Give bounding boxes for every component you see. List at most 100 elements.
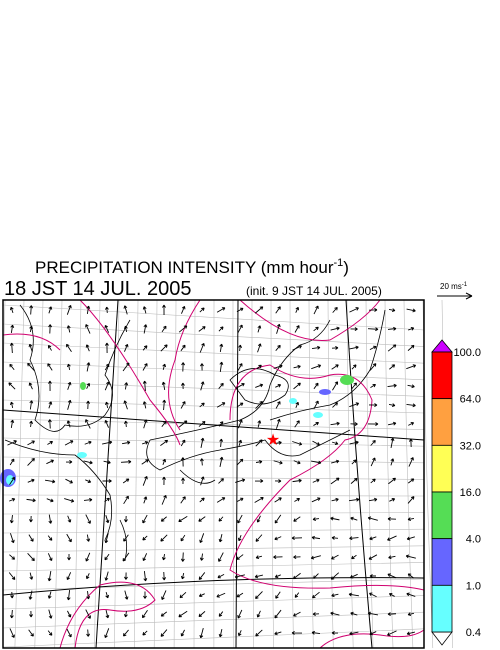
wind-arrow — [181, 382, 185, 390]
wind-vectors — [7, 304, 417, 639]
title-close: ) — [343, 258, 349, 277]
wind-arrow — [9, 628, 15, 638]
wind-arrow — [273, 460, 283, 465]
wind-arrow — [85, 552, 91, 562]
wind-arrow — [180, 534, 186, 542]
title-exponent: -1 — [333, 257, 343, 269]
wind-arrow — [160, 611, 168, 617]
wind-arrow — [236, 592, 244, 598]
grid-line — [2, 494, 425, 497]
wind-arrow — [351, 382, 357, 390]
wind-arrow — [312, 517, 320, 522]
wind-arrow — [293, 460, 301, 465]
wind-arrow — [47, 441, 53, 445]
wind-arrow — [331, 631, 339, 635]
wind-arrow — [369, 536, 377, 541]
wind-arrow — [200, 381, 205, 391]
wind-arrow — [67, 553, 71, 561]
wind-arrow — [293, 555, 301, 559]
wind-arrow — [123, 305, 128, 315]
wind-arrow — [331, 536, 339, 540]
wind-arrow — [85, 324, 91, 334]
wind-arrow — [83, 460, 93, 465]
wind-arrow — [311, 535, 321, 540]
wind-arrow — [199, 343, 205, 353]
wind-arrow — [369, 574, 377, 578]
wind-arrow — [275, 306, 281, 314]
colorbar-label: 0.4 — [466, 627, 481, 639]
wind-arrow — [123, 325, 128, 333]
wind-arrow — [370, 457, 376, 467]
wind-arrow — [85, 514, 91, 524]
map-area: ★ — [0, 299, 453, 649]
wind-arrow — [142, 363, 148, 371]
wind-arrow — [311, 345, 321, 350]
wind-arrow — [200, 363, 204, 371]
legend-unit: 20 ms — [440, 282, 462, 291]
grid-line — [2, 380, 425, 397]
wind-arrow — [254, 306, 264, 314]
wind-arrow — [388, 477, 396, 485]
wind-arrow — [330, 572, 340, 580]
wind-arrow — [67, 610, 72, 618]
wind-arrow — [85, 344, 90, 352]
colorbar: 100.0 64.0 32.0 16.0 4.0 1.0 0.4 — [431, 339, 481, 646]
wind-arrow — [28, 590, 33, 600]
wind-arrow — [142, 401, 147, 409]
wind-arrow — [105, 610, 110, 619]
wind-arrow — [104, 381, 110, 391]
contours — [2, 299, 425, 649]
wind-arrow — [64, 440, 74, 446]
wind-arrow — [27, 553, 35, 562]
wind-arrow — [29, 400, 34, 410]
wind-arrow — [274, 609, 282, 619]
wind-arrow — [162, 399, 167, 411]
wind-arrow — [10, 533, 15, 544]
wind-arrow — [405, 554, 416, 559]
wind-arrow — [104, 533, 109, 544]
wind-arrow — [65, 478, 73, 484]
wind-arrow — [407, 612, 415, 617]
wind-arrow — [122, 552, 130, 562]
wind-arrow — [9, 342, 14, 354]
vector-legend-head — [465, 292, 473, 300]
wind-arrow — [218, 478, 224, 484]
wind-arrow — [199, 628, 204, 639]
wind-arrow — [255, 459, 263, 464]
wind-arrow — [293, 611, 301, 617]
wind-arrow — [257, 343, 262, 353]
wind-arrow — [27, 478, 35, 483]
title: PRECIPITATION INTENSITY (mm hour-1) — [35, 257, 349, 277]
wind-arrow — [162, 304, 166, 316]
wind-arrow — [67, 381, 72, 390]
wind-arrow — [123, 534, 129, 542]
wind-arrow — [292, 478, 302, 483]
wind-arrow — [236, 307, 244, 313]
wind-arrow — [390, 458, 395, 466]
wind-arrow — [276, 323, 281, 334]
wind-arrow — [161, 381, 166, 391]
wind-arrow — [330, 611, 340, 616]
wind-arrow — [198, 420, 206, 427]
wind-arrow — [86, 629, 91, 637]
wind-arrow — [311, 364, 322, 370]
wind-arrow — [313, 573, 319, 579]
map-frame — [2, 299, 425, 649]
wind-arrow — [219, 343, 224, 353]
grid-line — [2, 342, 425, 364]
location-star: ★ — [266, 432, 280, 449]
wind-arrow — [181, 305, 186, 314]
wind-arrow — [143, 591, 147, 599]
wind-arrow — [254, 574, 263, 579]
wind-arrow — [294, 420, 300, 428]
wind-arrow — [255, 591, 263, 600]
wind-arrow — [237, 363, 243, 371]
wind-arrow — [350, 516, 358, 521]
wind-arrow — [9, 609, 14, 619]
wind-arrow — [86, 305, 91, 315]
grid-line — [289, 299, 294, 649]
wind-arrow — [8, 382, 16, 390]
wind-arrow — [330, 421, 340, 426]
wind-arrow — [181, 362, 186, 372]
wind-arrow — [292, 572, 301, 580]
